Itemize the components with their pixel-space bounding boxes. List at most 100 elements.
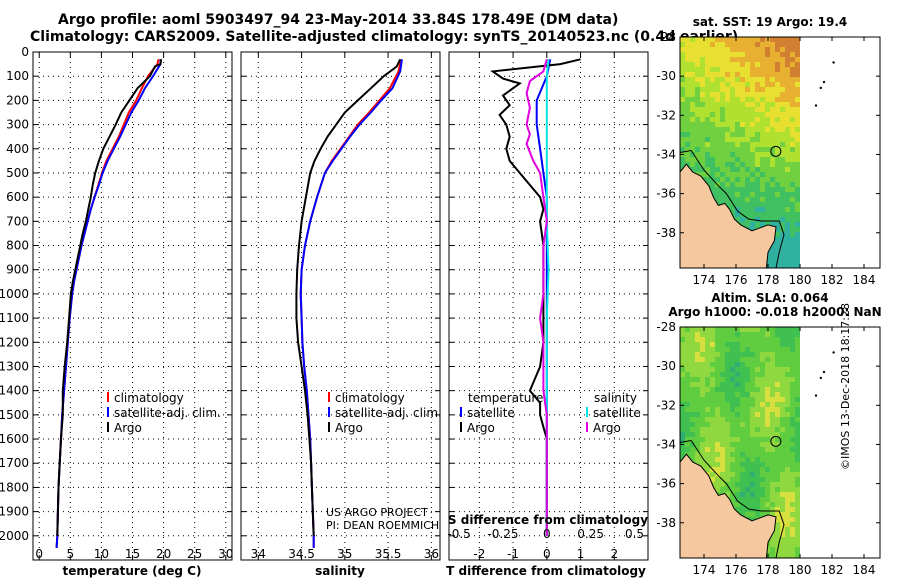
sst-map-cell [785, 92, 790, 97]
sla-map-cell [725, 327, 730, 332]
sla-map-cell [785, 542, 790, 547]
depth-tick-label: 1900 [0, 505, 29, 519]
sst-map-cell [725, 77, 730, 82]
sst-map-cell [680, 162, 685, 167]
sst-map-cell [745, 112, 750, 117]
sla-map-cell [795, 367, 800, 372]
sst-map-cell [780, 207, 785, 212]
sla-map-cell [725, 472, 730, 477]
sst-map-cell [775, 112, 780, 117]
sla-map-cell [735, 427, 740, 432]
sst-map-cell [765, 112, 770, 117]
sla-map-cell [795, 387, 800, 392]
sst-map-cell [760, 67, 765, 72]
sla-map-cell [700, 417, 705, 422]
depth-tick-label: 1000 [0, 287, 29, 301]
sst-map-cell [700, 132, 705, 137]
sst-map-cell [740, 97, 745, 102]
sst-map-cell [745, 107, 750, 112]
sst-map-cell [705, 62, 710, 67]
sla-map-cell [785, 507, 790, 512]
sla-map-subtitle: Argo h1000: -0.018 h2000: NaN [668, 305, 881, 319]
sla-map-cell [780, 477, 785, 482]
sst-map-cell [765, 102, 770, 107]
sla-map-cell [760, 492, 765, 497]
sla-map-cell [730, 427, 735, 432]
sla-map-cell [775, 367, 780, 372]
sla-map-cell [760, 487, 765, 492]
sla-map-cell [695, 332, 700, 337]
sst-map-cell [725, 72, 730, 77]
sst-map-cell [720, 87, 725, 92]
sst-map-title: sat. SST: 19 Argo: 19.4 [693, 15, 847, 29]
sla-map-cell [730, 432, 735, 437]
sla-map-cell [740, 507, 745, 512]
sla-map-cell [700, 357, 705, 362]
sst-map-cell [685, 132, 690, 137]
sst-map-cell [725, 167, 730, 172]
sla-map-cell [705, 352, 710, 357]
sst-map-cell [785, 117, 790, 122]
sst-map-cell [790, 87, 795, 92]
sst-map-cell [785, 52, 790, 57]
sst-map-cell [720, 92, 725, 97]
sst-map-cell [680, 102, 685, 107]
sst-map-cell [695, 77, 700, 82]
sst-map-cell [785, 57, 790, 62]
sla-map-cell [700, 427, 705, 432]
sla-map-cell [795, 377, 800, 382]
sst-map-cell [740, 177, 745, 182]
sla-map-cell [755, 502, 760, 507]
sla-map-cell [760, 377, 765, 382]
sst-map-cell [785, 167, 790, 172]
sst-map-cell [770, 107, 775, 112]
sla-map-cell [740, 382, 745, 387]
depth-tick-label: 1800 [0, 480, 29, 494]
sla-map-cell [790, 382, 795, 387]
sst-map-cell [695, 52, 700, 57]
sla-map-cell [700, 402, 705, 407]
sst-map-cell [760, 57, 765, 62]
sla-map-cell [705, 342, 710, 347]
depth-tick-label: 1200 [0, 335, 29, 349]
tdiff-xtick-label: -1 [507, 547, 519, 561]
sst-map-cell [765, 67, 770, 72]
sla-map-cell [690, 422, 695, 427]
tdiff-legend-header: temperature [468, 391, 543, 405]
sla-map-cell [715, 392, 720, 397]
sst-map-cell [750, 62, 755, 67]
sla-map-cell [735, 407, 740, 412]
sst-map-cell [750, 197, 755, 202]
sst-map-cell [710, 117, 715, 122]
sst-map-cell [745, 117, 750, 122]
sla-map-cell [740, 497, 745, 502]
sla-map-cell [735, 337, 740, 342]
imos-credit: ©IMOS 13-Dec-2018 18:17:28 [839, 303, 852, 470]
sst-map-cell [690, 77, 695, 82]
sla-map-frame [679, 326, 881, 559]
sst-map-cell [795, 227, 800, 232]
sst-map-cell [790, 137, 795, 142]
sla-map-cell [755, 352, 760, 357]
sst-map-cell [765, 47, 770, 52]
sla-map-cell [730, 482, 735, 487]
sla-map-cell [780, 357, 785, 362]
sla-map-cell [790, 437, 795, 442]
sla-map-cell [795, 407, 800, 412]
sla-map-cell [695, 342, 700, 347]
sla-map-ytick-label: -30 [656, 359, 676, 373]
sla-map-cell [775, 372, 780, 377]
sla-map-cell [685, 337, 690, 342]
sla-map-cell [690, 362, 695, 367]
sla-map-cell [745, 452, 750, 457]
sst-map-cell [715, 57, 720, 62]
sla-map-cell [750, 352, 755, 357]
sst-map-cell [735, 92, 740, 97]
sst-map-cell [770, 37, 775, 42]
sst-map-cell [770, 257, 775, 262]
sst-map-cell [755, 177, 760, 182]
sst-map-cell [750, 117, 755, 122]
sla-map-cell [770, 357, 775, 362]
sla-map-cell [740, 342, 745, 347]
sla-map-cell [795, 427, 800, 432]
